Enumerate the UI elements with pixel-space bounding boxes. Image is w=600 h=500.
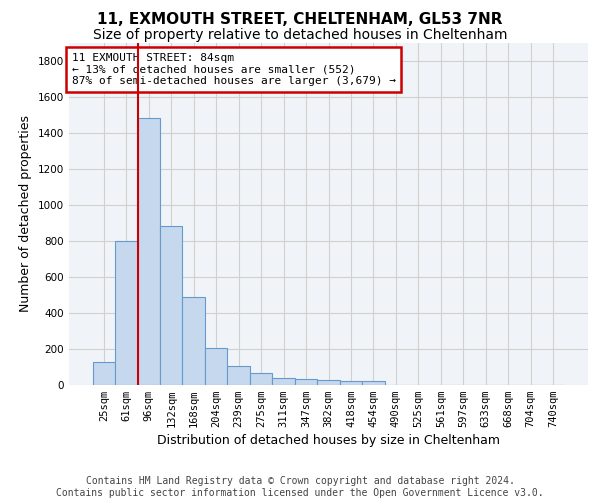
Bar: [137, 118, 160, 385]
Text: Contains HM Land Registry data © Crown copyright and database right 2024.
Contai: Contains HM Land Registry data © Crown c…: [56, 476, 544, 498]
Text: Size of property relative to detached houses in Cheltenham: Size of property relative to detached ho…: [93, 28, 507, 42]
Bar: [182, 296, 205, 385]
Bar: [92, 362, 115, 385]
Text: 11, EXMOUTH STREET, CHELTENHAM, GL53 7NR: 11, EXMOUTH STREET, CHELTENHAM, GL53 7NR: [97, 12, 503, 28]
Bar: [295, 378, 317, 385]
Bar: [362, 382, 385, 385]
Bar: [205, 348, 227, 385]
Bar: [250, 374, 272, 385]
Bar: [227, 366, 250, 385]
Bar: [115, 241, 137, 385]
X-axis label: Distribution of detached houses by size in Cheltenham: Distribution of detached houses by size …: [157, 434, 500, 448]
Text: 11 EXMOUTH STREET: 84sqm
← 13% of detached houses are smaller (552)
87% of semi-: 11 EXMOUTH STREET: 84sqm ← 13% of detach…: [71, 53, 395, 86]
Bar: [317, 380, 340, 385]
Bar: [340, 382, 362, 385]
Bar: [160, 226, 182, 385]
Y-axis label: Number of detached properties: Number of detached properties: [19, 116, 32, 312]
Bar: [272, 378, 295, 385]
